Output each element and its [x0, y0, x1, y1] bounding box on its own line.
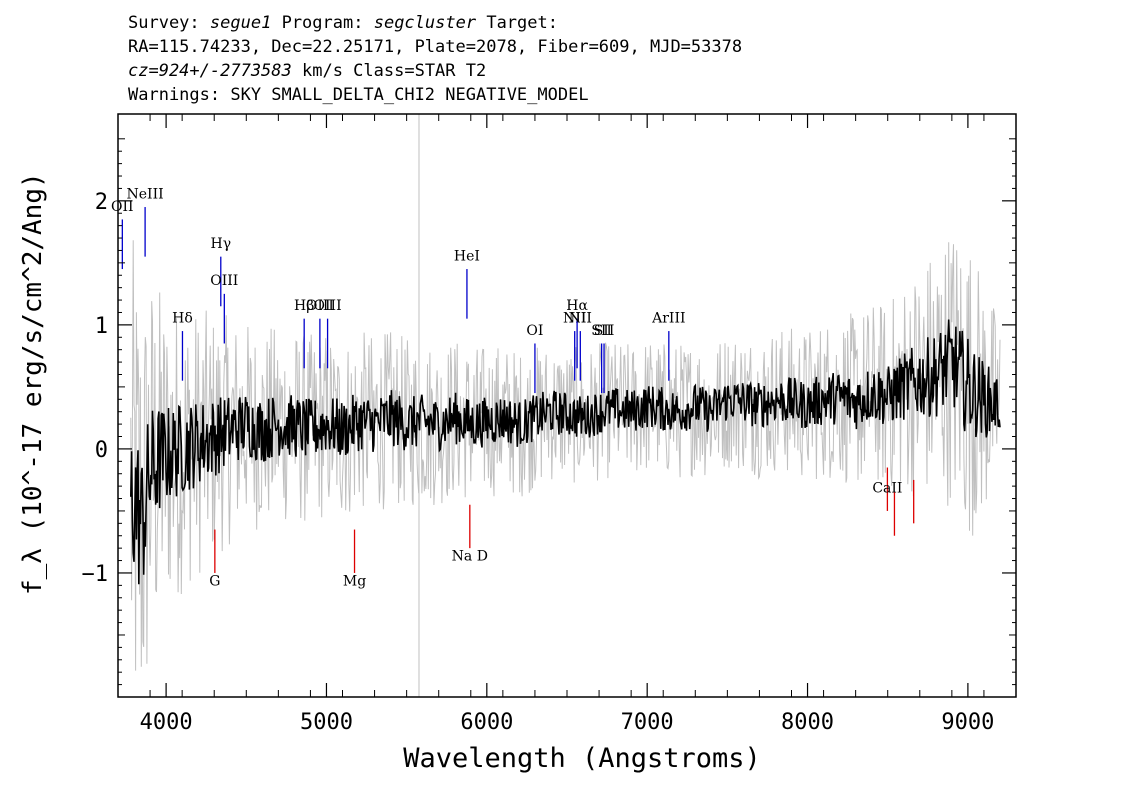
emission-line-label: Hγ: [210, 236, 231, 252]
emission-line-label: HeI: [454, 248, 480, 264]
flux-line: [130, 319, 1001, 585]
absorption-line-label: Na D: [452, 549, 488, 565]
absorption-line-label: Mg: [343, 573, 366, 589]
emission-line-label: Hβ: [294, 298, 314, 314]
y-tick-label: 0: [95, 438, 108, 463]
emission-line-label: NII: [569, 310, 592, 326]
header-line-2: RA=115.74233, Dec=22.25171, Plate=2078, …: [128, 37, 743, 57]
x-tick-label: 7000: [621, 710, 674, 735]
y-tick-label: 2: [95, 190, 108, 215]
y-tick-label: 1: [95, 314, 108, 339]
program-label: Program:: [281, 13, 364, 33]
cz-value: cz=924+/-2773583: [128, 61, 292, 81]
survey-value: segue1: [209, 13, 272, 33]
header-line-3: cz=924+/-2773583 km/s Class=STAR T2: [128, 60, 486, 82]
emission-line-label: SII: [591, 323, 612, 339]
emission-line-label: OIII: [210, 273, 238, 289]
class-value: km/s Class=STAR T2: [291, 61, 487, 81]
emission-line-label: OIII: [306, 298, 334, 314]
plot-frame: [117, 113, 1017, 698]
absorption-line-label: G: [209, 573, 220, 589]
emission-line-label: OII: [111, 199, 134, 215]
header-line-1: Survey: segue1 Program: segcluster Targe…: [128, 12, 558, 34]
emission-line-label: ArIII: [651, 310, 685, 326]
target-label: Target:: [486, 13, 558, 33]
emission-line-label: NII: [563, 310, 586, 326]
emission-line-label: OI: [526, 323, 543, 339]
y-tick-label: −1: [82, 562, 109, 587]
x-axis-label: Wavelength (Angstroms): [403, 743, 761, 774]
program-value: segcluster: [373, 13, 477, 33]
absorption-line-label: CaII: [872, 480, 902, 496]
x-tick-label: 9000: [941, 710, 994, 735]
x-tick-label: 5000: [300, 710, 353, 735]
emission-line-label: NeIII: [127, 186, 164, 202]
emission-line-label: Hα: [566, 298, 588, 314]
emission-line-label: SII: [594, 323, 615, 339]
y-axis-label: f_λ (10^-17 erg/s/cm^2/Ang): [18, 172, 48, 595]
x-tick-label: 8000: [781, 710, 834, 735]
x-tick-label: 6000: [460, 710, 513, 735]
header-line-4: Warnings: SKY SMALL_DELTA_CHI2 NEGATIVE_…: [128, 85, 589, 105]
survey-label: Survey:: [128, 13, 200, 33]
emission-line-label: Hδ: [172, 310, 193, 326]
emission-line-label: OIII: [314, 298, 342, 314]
x-tick-label: 4000: [140, 710, 193, 735]
